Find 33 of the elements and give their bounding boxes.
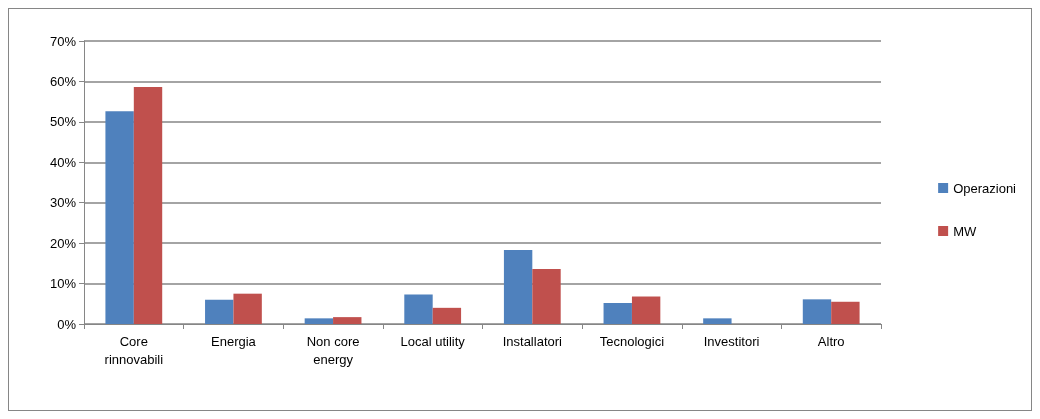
y-tick-label: 10% (49, 276, 77, 292)
bar (233, 293, 262, 324)
bar (304, 318, 334, 324)
x-tick-label: Energia (211, 333, 257, 349)
bar (703, 318, 732, 324)
bar (532, 269, 561, 324)
bar (503, 250, 533, 324)
y-tick-label: 70% (49, 33, 77, 49)
bar (333, 317, 362, 324)
bar (133, 87, 163, 324)
legend-label: MW (953, 223, 977, 239)
y-tick-label: 20% (49, 235, 77, 251)
y-tick-label: 40% (49, 154, 77, 170)
x-tick-label: Local utility (400, 333, 466, 349)
y-tick-label: 60% (49, 73, 77, 89)
x-tick-label: Altro (817, 333, 845, 349)
y-tick-label: 30% (49, 195, 77, 211)
legend-label: Operazioni (953, 180, 1017, 196)
bar (603, 302, 632, 324)
x-tick-label: Investitori (703, 333, 760, 349)
y-tick-label: 0% (57, 316, 77, 332)
bar (802, 299, 832, 324)
y-tick-label: 50% (49, 114, 77, 130)
x-tick-label: Tecnologici (599, 333, 665, 349)
bar (404, 294, 433, 324)
bar (432, 307, 462, 324)
bar (105, 111, 134, 324)
x-tick-label: Non core energy (306, 333, 360, 367)
bar (831, 301, 860, 324)
bar (205, 299, 234, 324)
x-tick-label: Core rinnovabili (104, 333, 164, 367)
x-tick-label: Installatori (502, 333, 563, 349)
bar (631, 296, 661, 324)
